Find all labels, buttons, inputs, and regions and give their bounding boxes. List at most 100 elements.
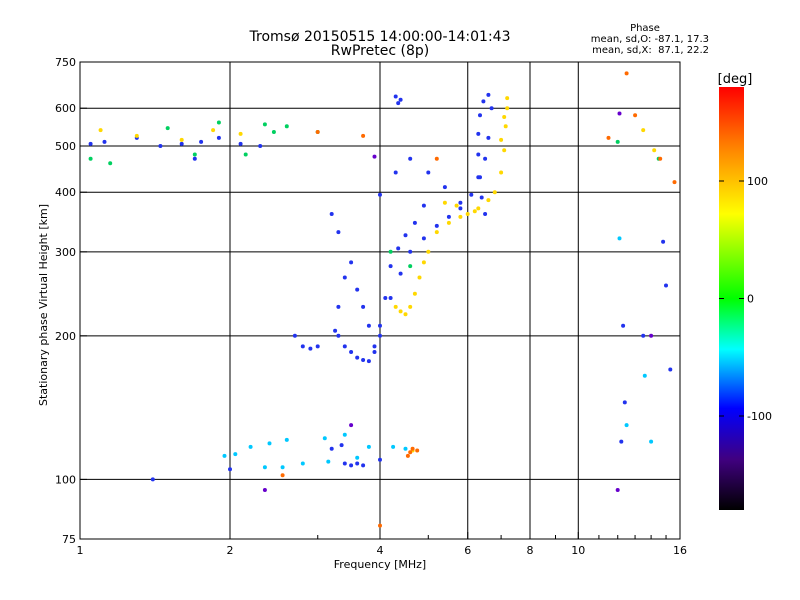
data-point [393, 170, 398, 175]
data-point [606, 135, 611, 140]
data-point [336, 333, 341, 338]
data-point [284, 437, 289, 442]
stats-heading: Phase [630, 23, 660, 34]
data-point [238, 141, 243, 146]
data-point [349, 463, 354, 468]
data-point [398, 97, 403, 102]
y-tick-label: 400 [55, 186, 76, 199]
data-point [262, 488, 267, 492]
data-point [342, 432, 347, 437]
data-point [336, 304, 341, 309]
data-point [216, 135, 221, 140]
data-point [339, 443, 344, 448]
data-point [483, 212, 488, 216]
x-tick-label: 2 [227, 544, 234, 557]
data-point [617, 111, 622, 116]
data-point [342, 344, 347, 349]
data-point [412, 291, 417, 296]
data-point [454, 203, 459, 208]
data-point [165, 126, 170, 131]
data-point [329, 212, 334, 216]
data-point [342, 461, 347, 466]
data-point [329, 446, 334, 451]
data-point [262, 465, 267, 470]
data-point [248, 444, 253, 449]
data-point [499, 170, 504, 175]
data-point [333, 328, 338, 333]
x-tick-label: 1 [77, 544, 84, 557]
data-point [378, 323, 382, 328]
data-point [621, 323, 626, 328]
data-point [326, 459, 331, 464]
data-point [483, 156, 488, 161]
data-point [434, 156, 439, 161]
data-point [446, 214, 451, 219]
data-point [267, 441, 272, 446]
data-point [479, 195, 484, 200]
data-point [378, 333, 382, 338]
data-point [233, 452, 238, 457]
data-point [388, 249, 393, 254]
data-point [434, 230, 439, 235]
data-point [499, 137, 504, 142]
data-point [421, 236, 426, 241]
data-point [361, 358, 366, 362]
data-point [442, 185, 447, 190]
data-point [476, 131, 481, 136]
data-point [342, 275, 347, 280]
colorbar-label: [deg] [718, 72, 753, 87]
y-axis-label: Stationary phase Virtual Height [km] [37, 204, 50, 406]
data-point [396, 246, 401, 251]
data-point [179, 141, 184, 146]
data-point [284, 124, 289, 129]
data-point [486, 198, 491, 203]
data-point [649, 439, 654, 444]
data-point [388, 296, 393, 300]
data-point [199, 139, 204, 144]
data-point [372, 350, 377, 354]
data-point [408, 156, 413, 161]
data-point [417, 275, 422, 280]
data-point [391, 444, 396, 449]
data-point [228, 467, 232, 472]
data-point [150, 477, 155, 482]
y-tick-label: 600 [55, 102, 76, 115]
data-point [641, 128, 646, 133]
data-point [664, 283, 668, 288]
data-point [668, 367, 673, 372]
data-point [661, 239, 666, 244]
data-point [383, 296, 388, 300]
y-tick-label: 300 [55, 246, 76, 259]
colorbar-tick-label: 0 [747, 293, 754, 306]
data-point [179, 137, 184, 142]
data-point [158, 144, 163, 148]
data-point [393, 94, 398, 99]
data-point [378, 457, 382, 462]
data-point [658, 156, 663, 161]
data-point [486, 92, 491, 97]
data-point [622, 400, 627, 405]
data-point [642, 373, 647, 378]
data-point [280, 465, 285, 470]
x-axis-label: Frequency [MHz] [334, 558, 426, 571]
data-point [481, 99, 486, 104]
data-point [426, 170, 431, 175]
colorbar-tick-label: 100 [747, 175, 768, 188]
data-point [398, 271, 403, 276]
data-point [102, 139, 107, 144]
data-point [458, 214, 463, 219]
data-point [355, 355, 360, 360]
data-point [503, 124, 508, 129]
data-point [280, 473, 285, 478]
data-point [315, 130, 320, 134]
data-point [505, 96, 510, 101]
data-point [222, 453, 227, 458]
data-point [615, 488, 620, 492]
data-point [349, 350, 354, 354]
data-point [378, 523, 382, 528]
y-tick-label: 750 [55, 56, 76, 69]
data-point [98, 128, 103, 133]
y-tick-label: 75 [62, 533, 76, 546]
data-point [652, 148, 657, 153]
